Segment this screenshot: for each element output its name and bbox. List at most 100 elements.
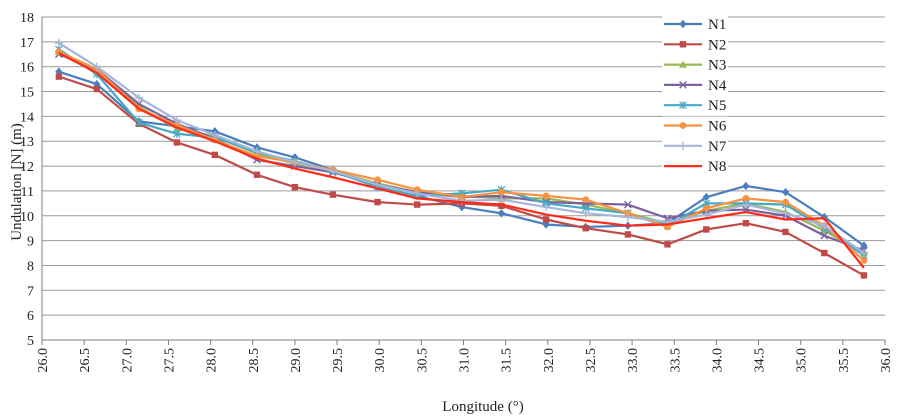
data-point [702,192,710,202]
y-tick-label: 18 [20,11,34,26]
x-tick-labels: 26.0 26.5 27.0 27.5 28.0 28.5 29.0 29.5 30.0 30.5… [36,348,894,373]
data-point [135,118,143,127]
x-tick-label: 33.5 [668,348,683,373]
data-point [702,204,710,212]
data-point [623,213,632,222]
data-point [92,62,101,71]
x-tick-label: 35.5 [837,348,852,373]
data-point [172,116,181,125]
x-tick-label: 32.5 [584,348,599,373]
data-point [820,221,829,230]
x-tick-label: 34.0 [710,348,725,373]
data-point [211,151,219,159]
legend-label: N7 [708,139,727,155]
y-tick-label: 5 [27,334,34,349]
legend-item: N7 [662,136,728,155]
x-tick-label: 33.0 [626,348,641,373]
data-point [413,201,421,208]
series-n7 [54,39,868,258]
y-tick-label: 11 [21,185,34,200]
legend-swatch-marker [679,81,687,89]
x-tick-label: 30.0 [373,348,388,373]
legend-swatch-marker [679,141,687,150]
series-line [58,52,865,269]
legend-label: N6 [708,119,727,135]
y-tick-label: 17 [20,36,34,51]
series-n2 [55,73,868,279]
data-point [374,198,381,206]
data-point [291,183,299,191]
data-point [582,224,589,232]
x-tick-label: 28.5 [247,348,262,373]
data-point [860,257,868,264]
legend-label: N3 [708,58,726,74]
legend-item: N3 [662,55,728,74]
data-point [703,226,710,233]
y-tick-label: 16 [20,61,34,76]
data-point [542,192,550,200]
data-point [820,231,829,240]
grid-lines [42,16,885,341]
data-point [55,67,63,76]
series-lines [54,39,868,279]
legend-label: N2 [708,37,726,53]
data-point [498,202,505,210]
x-tick-label: 27.0 [120,348,135,373]
data-point [742,194,750,202]
data-point [329,191,337,198]
legend-item: N5 [662,96,728,115]
y-axis-title: Undulation [N] (m) [9,123,25,240]
data-point [458,202,466,212]
data-point [55,73,63,80]
x-tick-label: 26.5 [78,348,93,373]
y-tick-label: 14 [20,110,34,125]
legend-item: N6 [662,116,728,135]
y-tick-label: 15 [20,86,34,101]
y-tick-label: 7 [27,284,34,299]
data-point [290,158,299,167]
data-point [134,93,143,102]
data-point [623,200,632,209]
data-point [542,203,551,212]
data-point [781,187,790,197]
x-tick-label: 27.5 [162,348,177,373]
x-tick-label: 29.5 [331,348,346,373]
data-point [93,79,101,89]
legend-label: N8 [708,159,726,175]
y-tick-label: 13 [20,135,34,150]
series-line [58,75,865,277]
data-point [820,212,828,222]
legend-item: N1 [662,15,728,33]
x-tick-label: 32.0 [542,348,557,373]
y-tick-label: 9 [27,235,34,250]
legend-item: N2 [662,35,728,54]
data-point [860,272,868,279]
y-tick-label: 8 [27,259,34,274]
x-tick-label: 31.5 [500,348,515,373]
data-point [328,167,337,176]
legend-label: N4 [708,78,727,94]
data-point [413,189,422,198]
x-tick-label: 36.0 [879,348,894,373]
data-point [860,241,868,250]
x-tick-label: 28.0 [205,348,220,373]
series-line [58,70,865,247]
series-line [58,50,865,262]
x-tick-label: 34.5 [753,348,768,373]
data-point [664,241,671,248]
x-tick-label: 31.0 [458,348,473,373]
data-point [542,216,550,223]
data-point [781,209,790,218]
data-point [859,249,868,258]
series-n5 [55,45,868,260]
x-tick-label: 35.0 [795,348,810,373]
legend: N1 N2 N3 N4 N5 N6 N7 N8 [662,15,728,176]
data-point [54,39,63,48]
x-tick-label: 26.0 [36,348,51,373]
data-point [210,131,219,140]
x-tick-label: 30.5 [415,348,430,373]
axes [41,17,886,345]
legend-swatch-marker [679,19,687,29]
legend-swatch-marker [679,101,687,110]
legend-item: N4 [662,75,728,94]
